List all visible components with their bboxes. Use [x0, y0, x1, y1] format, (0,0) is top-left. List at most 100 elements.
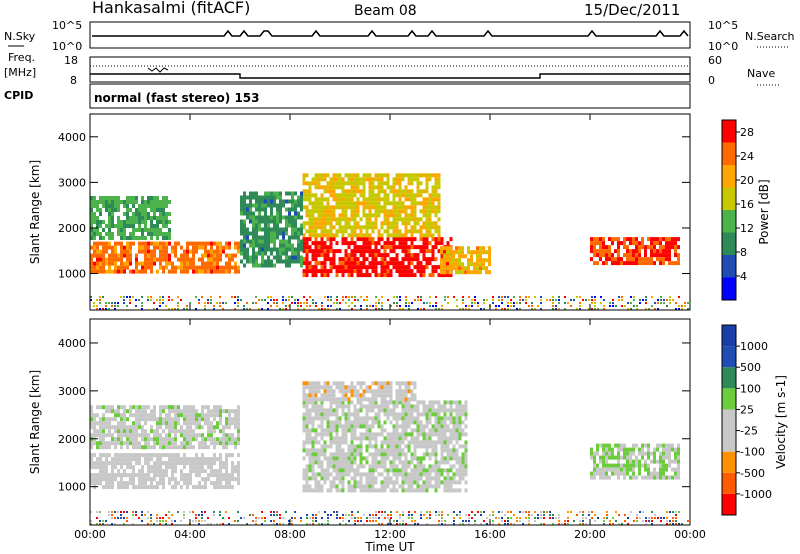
power-cell [416, 189, 420, 194]
velocity-cell [455, 412, 459, 417]
velocity-cell [656, 475, 659, 480]
velocity-cell [237, 413, 240, 418]
velocity-cell [446, 460, 450, 465]
velocity-cell [371, 444, 375, 449]
velocity-noise-cell [114, 517, 116, 519]
power-cell [599, 245, 602, 250]
power-noise-cell [207, 302, 209, 304]
velocity-cell [341, 404, 345, 409]
power-cell [332, 249, 336, 254]
velocity-cell [392, 416, 396, 421]
power-cell [614, 249, 617, 254]
power-cell [320, 249, 324, 254]
velocity-noise-cell [195, 514, 197, 516]
power-cell [308, 189, 312, 194]
power-cell [377, 253, 381, 258]
velocity-cell [219, 477, 222, 482]
velocity-cell [377, 432, 381, 437]
velocity-cell [428, 468, 432, 473]
power-cell [590, 237, 593, 242]
velocity-cell [207, 465, 210, 470]
velocity-cell [602, 451, 605, 456]
power-cell [410, 189, 414, 194]
power-cell [314, 201, 318, 206]
velocity-cell [347, 400, 351, 405]
velocity-cell [126, 473, 129, 478]
power-cell [461, 262, 464, 267]
velocity-cell [201, 417, 204, 422]
velocity-cell [404, 389, 408, 394]
power-cell [404, 241, 408, 246]
power-cell [470, 254, 473, 259]
power-cell [132, 200, 135, 204]
velocity-cell [593, 459, 596, 464]
velocity-cell [225, 485, 228, 490]
power-cell [434, 229, 438, 234]
power-cell [437, 217, 441, 222]
velocity-cell [416, 472, 420, 477]
power-noise-cell [345, 302, 347, 304]
power-cell [371, 189, 375, 194]
velocity-cell [449, 412, 453, 417]
velocity-cell [608, 463, 611, 468]
velocity-noise-cell [372, 520, 374, 522]
power-cell [371, 261, 375, 266]
power-cell [632, 241, 635, 246]
velocity-noise-cell [276, 523, 278, 525]
power-cell [150, 249, 153, 254]
power-noise-cell [240, 299, 242, 301]
velocity-cell [677, 447, 680, 452]
power-cell [428, 249, 432, 254]
velocity-cell [213, 481, 216, 486]
power-cell [162, 249, 165, 254]
power-cell [407, 181, 411, 186]
power-cell [404, 233, 408, 238]
power-cell [383, 273, 387, 278]
power-noise-cell [162, 299, 164, 301]
velocity-cell [461, 420, 465, 425]
power-cell [114, 249, 117, 254]
power-cell [270, 207, 273, 212]
velocity-cell [356, 436, 360, 441]
power-cell [111, 249, 114, 254]
power-cell [329, 269, 333, 274]
power-noise-cell [507, 308, 509, 310]
power-cell [111, 232, 114, 236]
power-noise-cell [282, 302, 284, 304]
velocity-cell [165, 405, 168, 410]
power-cell [374, 257, 378, 262]
power-cell [314, 181, 318, 186]
power-cell [288, 259, 291, 264]
velocity-cell [323, 456, 327, 461]
velocity-cell [329, 440, 333, 445]
velocity-cell [195, 465, 198, 470]
power-cell [252, 235, 255, 240]
velocity-cell [222, 485, 225, 490]
power-cell [111, 245, 114, 250]
velocity-cell [174, 433, 177, 438]
power-cell [305, 213, 309, 218]
power-noise-cell [336, 296, 338, 298]
velocity-cell [183, 421, 186, 426]
power-cell [434, 181, 438, 186]
power-cell [362, 213, 366, 218]
velocity-cell [102, 417, 105, 422]
velocity-cell [314, 436, 318, 441]
power-cell [93, 216, 96, 220]
power-noise-cell [432, 305, 434, 307]
velocity-cell [144, 437, 147, 442]
power-cell [413, 229, 417, 234]
velocity-cell [416, 420, 420, 425]
velocity-noise-cell [342, 517, 344, 519]
power-cell [437, 241, 441, 246]
power-cell [347, 241, 351, 246]
velocity-cell [204, 457, 207, 462]
velocity-cell [398, 460, 402, 465]
velocity-cell [353, 412, 357, 417]
power-noise-cell [459, 308, 461, 310]
freq-tick-low: 8 [70, 74, 77, 87]
power-cell [347, 269, 351, 274]
velocity-cell [419, 440, 423, 445]
power-cell [443, 270, 446, 275]
power-cell [386, 217, 390, 222]
